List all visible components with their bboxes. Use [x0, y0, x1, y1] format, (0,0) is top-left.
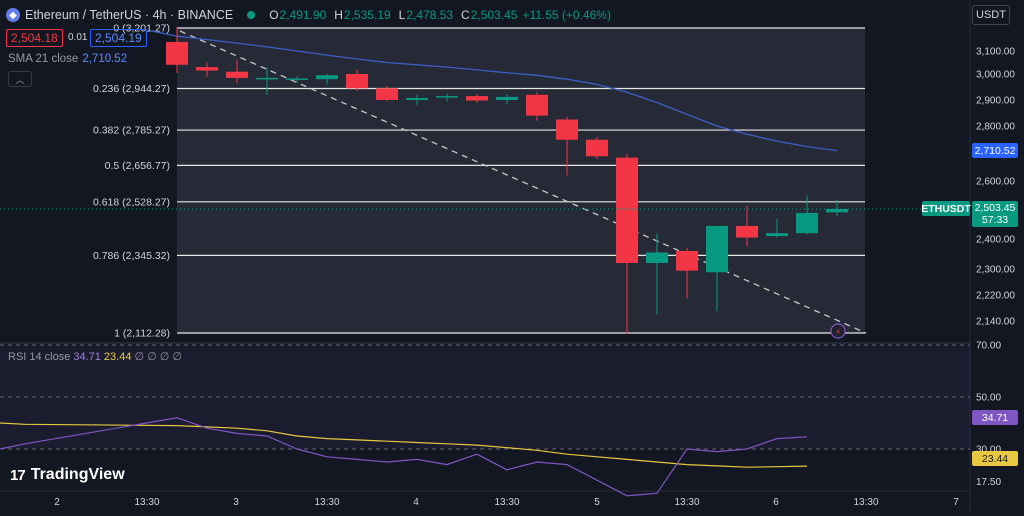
- high-value: 2,535.19: [343, 8, 391, 22]
- open-value: 2,491.90: [279, 8, 327, 22]
- currency-selector[interactable]: USDT: [972, 5, 1010, 25]
- tradingview-logo[interactable]: 17 TradingView: [10, 466, 125, 484]
- time-tick: 4: [413, 497, 419, 508]
- low-label: L: [398, 8, 406, 22]
- time-tick: 3: [233, 497, 239, 508]
- symbol-tag: ETHUSDT: [921, 201, 971, 216]
- candle-body: [586, 139, 608, 157]
- price-tick: 2,800.00: [976, 122, 1015, 133]
- fib-label-1: 1 (2,112.28): [114, 328, 170, 340]
- fib-label-0.382: 0.382 (2,785.27): [93, 125, 170, 137]
- sma-line: [149, 29, 838, 152]
- candle-body: [796, 212, 818, 234]
- candle-body: [556, 119, 578, 140]
- market-status-icon: [247, 11, 256, 19]
- close-label: C: [461, 8, 470, 22]
- sma-price-tag: 2,710.52: [972, 143, 1018, 158]
- sma-value: 2,710.52: [82, 53, 128, 65]
- time-tick: 13:30: [494, 497, 519, 508]
- candle-body: [766, 233, 788, 237]
- candle-body: [196, 67, 218, 71]
- fib-label-0.236: 0.236 (2,944.27): [93, 83, 170, 95]
- candle-body: [826, 208, 848, 213]
- candle-body: [706, 225, 728, 273]
- candle-body: [166, 41, 188, 65]
- rsi-tick: 50.00: [976, 393, 1001, 404]
- price-tick: 2,900.00: [976, 96, 1015, 107]
- rsi-line: [0, 417, 808, 497]
- time-tick: 13:30: [134, 497, 159, 508]
- sma-legend[interactable]: SMA 21 close 2,710.52: [8, 53, 127, 65]
- spread-value: 0.01: [68, 31, 88, 43]
- tradingview-name: TradingView: [30, 466, 125, 483]
- symbol-header: ◆ Ethereum / TetherUS · 4h · BINANCE O 2,…: [6, 7, 611, 23]
- candle-body: [376, 88, 398, 100]
- time-tick: 13:30: [853, 497, 878, 508]
- candle-body: [526, 94, 548, 116]
- change-value: +11.55 (+0.46%): [522, 8, 611, 22]
- rsi-legend[interactable]: RSI 14 close 34.71 23.44 ∅ ∅ ∅ ∅: [8, 350, 182, 363]
- price-tick: 3,000.00: [976, 70, 1015, 81]
- candle-body: [616, 157, 638, 263]
- rsi-tick: 70.00: [976, 341, 1001, 352]
- sma-label: SMA 21 close: [8, 53, 79, 65]
- rsi-extra-values: ∅ ∅ ∅ ∅: [134, 351, 182, 363]
- time-tick: 6: [773, 497, 779, 508]
- candle-body: [346, 74, 368, 89]
- candle-body: [496, 96, 518, 100]
- high-label: H: [334, 8, 343, 22]
- candle-body: [256, 77, 278, 80]
- open-label: O: [269, 8, 279, 22]
- collapse-legend-chevron-up-icon[interactable]: ︿: [8, 71, 32, 87]
- tradingview-mark-icon: 17: [10, 466, 26, 484]
- rsi-value-tag: 34.71: [972, 410, 1018, 425]
- candle-body: [406, 97, 428, 100]
- fib-label-0.5: 0.5 (2,656.77): [105, 160, 170, 172]
- rsi-value: 34.71: [73, 351, 101, 363]
- price-tick: 3,100.00: [976, 47, 1015, 58]
- price-tick: 2,400.00: [976, 235, 1015, 246]
- last-price-tag: 2,503.45 57:33: [972, 201, 1018, 227]
- candle-countdown: 57:33: [981, 214, 1009, 226]
- rsi-tick: 17.50: [976, 477, 1001, 488]
- candle-body: [646, 252, 668, 263]
- fib-label-0.786: 0.786 (2,345.32): [93, 250, 170, 262]
- candle-body: [736, 225, 758, 238]
- alert-bolt-glyph: ⚡: [835, 327, 841, 337]
- candle-body: [226, 71, 248, 78]
- time-tick: 5: [594, 497, 600, 508]
- alert-bolt-icon: [830, 323, 846, 339]
- last-price: 2,503.45: [974, 202, 1016, 214]
- price-tick: 2,140.00: [976, 317, 1015, 328]
- rsi-ma-value: 23.44: [103, 351, 132, 363]
- time-tick: 13:30: [314, 497, 339, 508]
- time-tick: 13:30: [674, 497, 699, 508]
- low-value: 2,478.53: [406, 8, 454, 22]
- rsi-ma-line: [0, 422, 808, 468]
- candle-body: [316, 75, 338, 80]
- close-value: 2,503.45: [470, 8, 518, 22]
- symbol-title[interactable]: Ethereum / TetherUS · 4h · BINANCE: [25, 8, 234, 22]
- price-tick: 2,300.00: [976, 265, 1015, 276]
- price-tick: 2,600.00: [976, 177, 1015, 188]
- trend-line: [179, 30, 867, 334]
- rsi-tick: 30.00: [976, 445, 1001, 456]
- buy-button[interactable]: 2,504.19: [90, 29, 147, 47]
- ethereum-logo-icon: ◆: [6, 8, 20, 22]
- candle-body: [676, 251, 698, 271]
- sell-button[interactable]: 2,504.18: [6, 29, 63, 47]
- fib-label-0.618: 0.618 (2,528.27): [93, 196, 170, 208]
- time-tick: 2: [54, 497, 60, 508]
- rsi-label: RSI 14 close: [8, 351, 71, 363]
- candle-body: [466, 96, 488, 101]
- price-tick: 2,220.00: [976, 291, 1015, 302]
- candle-body: [286, 78, 308, 80]
- time-tick: 7: [953, 497, 959, 508]
- rsi-ma-value-tag: 23.44: [972, 451, 1018, 466]
- candle-body: [436, 96, 458, 98]
